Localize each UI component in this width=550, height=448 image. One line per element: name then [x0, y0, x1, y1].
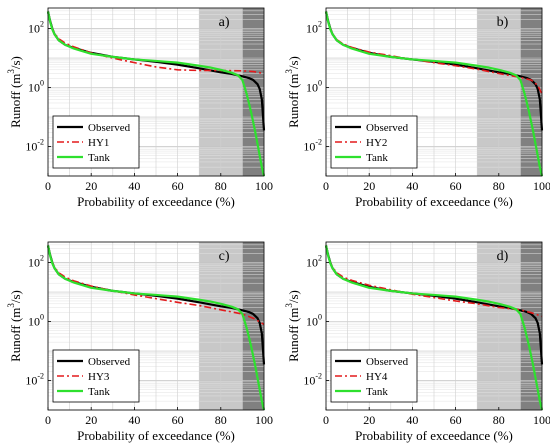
panel-3-y-tick-label: 102	[306, 254, 322, 270]
panel-0-x-tick-label: 80	[215, 179, 227, 193]
panel-3-legend-label-observed: Observed	[366, 356, 409, 368]
panel-1-axes-frame	[325, 7, 543, 177]
panel-2-y-tick-label: 102	[28, 254, 44, 270]
panel-0-x-tick-label: 100	[255, 179, 273, 193]
panel-1-x-tick-label: 0	[323, 179, 329, 193]
panel-1-y-axis-label: Runoff (m3/s)	[284, 56, 301, 128]
panel-2-y-tick-label: 10-2	[25, 372, 44, 388]
panel-2-x-tick-label: 80	[215, 413, 227, 427]
panel-1-x-axis-label: Probability of exceedance (%)	[355, 194, 513, 209]
panel-1-y-tick-label: 10-2	[303, 138, 322, 154]
panel-2-x-tick-label: 60	[172, 413, 184, 427]
panel-3-series-tank-line	[324, 245, 544, 411]
panel-3-x-tick-label: 40	[406, 413, 418, 427]
panel-1-x-tick-label: 20	[363, 179, 375, 193]
panel-3-axes-frame	[325, 241, 543, 411]
panel-0-y-tick-label: 10-2	[25, 138, 44, 154]
panel-3-panel-label: d)	[497, 249, 509, 264]
panel-2-y-tick-label: 100	[28, 313, 44, 329]
panel-2-axes-frame	[47, 241, 265, 411]
panel-2-x-tick-label: 0	[45, 413, 51, 427]
panel-0-legend-label-observed: Observed	[88, 122, 131, 134]
panel-1-group: 0 20 40 60 80 100 10-2 100 102 b) Probability of e…	[284, 7, 550, 209]
panel-1-y-tick-label: 100	[306, 79, 322, 95]
panel-3-x-tick-label: 60	[450, 413, 462, 427]
panel-2-legend-label-observed: Observed	[88, 356, 131, 368]
panel-2-y-axis-label: Runoff (m3/s)	[6, 290, 23, 362]
panel-2-legend-label-tank: Tank	[88, 386, 110, 398]
panel-1-y-tick-label: 102	[306, 20, 322, 36]
panel-0-x-tick-label: 60	[172, 179, 184, 193]
panel-1-x-tick-label: 100	[533, 179, 550, 193]
panel-0-y-tick-label: 100	[28, 79, 44, 95]
panel-3-legend-label-hy4: HY4	[366, 371, 388, 383]
panel-0-x-axis-label: Probability of exceedance (%)	[77, 194, 235, 209]
panel-0-group: 0 20 40 60 80 100 10-2 100 102 a) Probability of e…	[6, 7, 273, 209]
panel-2-x-axis-label: Probability of exceedance (%)	[77, 428, 235, 443]
panel-1-legend-label-tank: Tank	[366, 152, 388, 164]
panel-3-legend-label-tank: Tank	[366, 386, 388, 398]
panel-2-x-tick-label: 100	[255, 413, 273, 427]
panel-0-series-tank-line	[46, 11, 266, 177]
panel-1-x-tick-label: 40	[406, 179, 418, 193]
panel-0-x-tick-label: 40	[128, 179, 140, 193]
panel-1-legend-label-observed: Observed	[366, 122, 409, 134]
panel-1-legend-label-hy2: HY2	[366, 137, 387, 149]
panel-3-x-tick-label: 0	[323, 413, 329, 427]
panel-0-panel-label: a)	[219, 15, 230, 30]
panel-3-x-tick-label: 80	[493, 413, 505, 427]
panel-1-x-tick-label: 60	[450, 179, 462, 193]
panel-2-panel-label: c)	[219, 249, 230, 264]
panel-3-x-axis-label: Probability of exceedance (%)	[355, 428, 513, 443]
panel-3-y-tick-label: 100	[306, 313, 322, 329]
panel-3-group: 0 20 40 60 80 100 10-2 100 102 d) Probability of e…	[284, 241, 550, 443]
panel-2-legend-label-hy3: HY3	[88, 371, 110, 383]
panel-0-x-tick-label: 20	[85, 179, 97, 193]
panel-2-x-tick-label: 20	[85, 413, 97, 427]
panel-2-group: 0 20 40 60 80 100 10-2 100 102 c) Probability of e…	[6, 241, 273, 443]
panel-0-axes-frame	[47, 7, 265, 177]
panel-0-legend-label-tank: Tank	[88, 152, 110, 164]
panel-3-y-tick-label: 10-2	[303, 372, 322, 388]
panel-0-legend-label-hy1: HY1	[88, 137, 109, 149]
panel-3-y-axis-label: Runoff (m3/s)	[284, 290, 301, 362]
panel-1-series-hy2-line	[325, 11, 543, 95]
panel-3-x-tick-label: 20	[363, 413, 375, 427]
panel-0-x-tick-label: 0	[45, 179, 51, 193]
panel-0-y-axis-label: Runoff (m3/s)	[6, 56, 23, 128]
panel-0-y-tick-label: 102	[28, 20, 44, 36]
panel-2-series-tank-line	[46, 245, 266, 411]
panel-2-x-tick-label: 40	[128, 413, 140, 427]
panel-1-x-tick-label: 80	[493, 179, 505, 193]
panel-1-series-tank-line	[324, 11, 544, 177]
panel-3-x-tick-label: 100	[533, 413, 550, 427]
panel-1-panel-label: b)	[497, 15, 509, 30]
panel-2-legend-box	[52, 349, 140, 403]
